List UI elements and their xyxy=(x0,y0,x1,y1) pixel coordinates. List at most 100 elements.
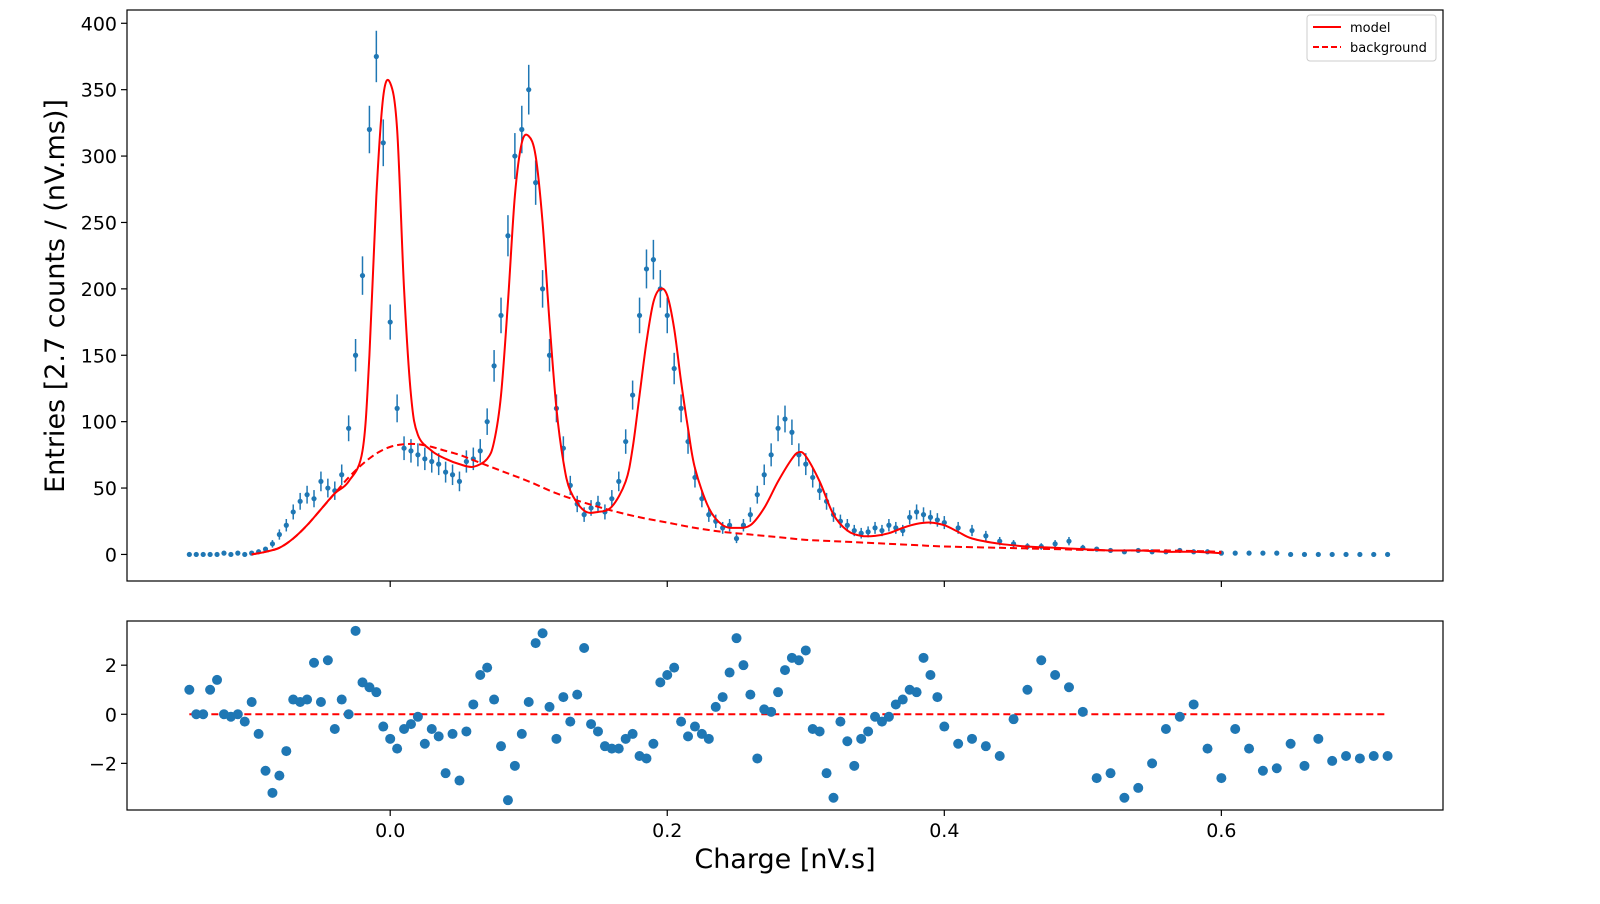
residual-point xyxy=(1160,724,1171,734)
data-point xyxy=(1288,551,1294,558)
residual-point xyxy=(731,633,742,644)
background-curve xyxy=(251,442,1222,556)
data-point xyxy=(463,458,469,465)
residual-point xyxy=(967,733,978,744)
residual-point xyxy=(1244,743,1255,754)
data-point xyxy=(650,257,657,263)
data-point xyxy=(630,392,636,398)
main-ytick-label: 300 xyxy=(81,146,117,168)
data-point xyxy=(983,533,989,539)
residual-point xyxy=(329,724,340,734)
residual-point xyxy=(516,728,527,739)
residual-point xyxy=(1133,782,1144,793)
residual-xtick-label: 0.2 xyxy=(652,820,682,842)
residual-point xyxy=(1257,765,1268,776)
main-ytick-label: 250 xyxy=(81,212,117,234)
data-point xyxy=(851,527,857,534)
residual-point xyxy=(655,677,666,688)
data-point xyxy=(304,492,310,498)
data-point xyxy=(671,365,677,372)
residual-frame xyxy=(126,620,1444,811)
data-point xyxy=(1260,550,1266,556)
residual-point xyxy=(1271,763,1282,774)
residual-point xyxy=(191,709,202,720)
data-point xyxy=(1246,550,1252,556)
residual-point xyxy=(489,694,500,705)
residual-point xyxy=(918,652,929,663)
residual-point xyxy=(1147,758,1158,769)
main-plot-area xyxy=(127,10,1443,581)
data-point xyxy=(817,488,823,494)
residual-point xyxy=(842,736,853,747)
data-point xyxy=(844,522,850,528)
main-ytick-label: 200 xyxy=(81,279,117,301)
residual-point xyxy=(433,731,444,742)
residual-point xyxy=(1216,773,1227,784)
residual-point xyxy=(780,665,790,676)
residual-point xyxy=(198,709,209,720)
data-point xyxy=(1343,551,1349,558)
data-point xyxy=(352,352,359,358)
data-point xyxy=(318,478,324,485)
residual-point xyxy=(558,692,569,703)
residual-point xyxy=(371,687,382,698)
data-point xyxy=(920,512,927,518)
data-point xyxy=(623,438,629,445)
residual-point xyxy=(253,728,264,739)
data-point xyxy=(228,551,234,558)
residual-point xyxy=(800,645,811,656)
residual-point xyxy=(911,687,922,698)
residual-point xyxy=(322,655,333,666)
data-point xyxy=(276,531,282,538)
residual-point xyxy=(309,657,320,668)
data-point xyxy=(803,461,809,467)
residual-point xyxy=(620,733,631,744)
data-point xyxy=(927,514,934,520)
residual-point xyxy=(530,638,541,649)
data-point xyxy=(443,469,449,475)
residual-x-ticks: 0.0 0.2 0.4 0.6 xyxy=(375,810,1236,842)
residual-point xyxy=(357,677,368,688)
residual-point xyxy=(544,701,555,712)
data-point xyxy=(526,87,532,93)
data-point xyxy=(733,535,740,542)
data-point xyxy=(636,312,643,319)
residual-point xyxy=(696,728,707,739)
residual-point xyxy=(565,716,576,727)
residual-point xyxy=(606,743,617,754)
data-point xyxy=(449,472,456,478)
residual-point xyxy=(523,697,534,707)
data-point xyxy=(269,541,276,547)
data-point xyxy=(498,312,504,319)
main-ytick-label: 0 xyxy=(105,544,117,566)
main-ytick-label: 350 xyxy=(81,80,117,102)
residual-point xyxy=(315,697,326,707)
data-point xyxy=(1329,551,1335,558)
data-point xyxy=(588,505,594,511)
residual-point xyxy=(426,724,437,734)
data-point xyxy=(484,419,490,425)
residual-point xyxy=(1022,684,1033,695)
residual-point xyxy=(440,768,451,779)
residual-point xyxy=(980,741,991,752)
data-point xyxy=(429,458,435,465)
main-ytick-label: 50 xyxy=(93,478,117,500)
residual-point xyxy=(212,674,223,685)
residual-point xyxy=(1354,753,1365,764)
legend: model background xyxy=(1306,14,1437,62)
data-point xyxy=(1315,551,1321,558)
residual-point xyxy=(232,709,243,720)
main-ylabel: Entries [2.7 counts / (nV.ms)] xyxy=(40,99,71,493)
residual-point xyxy=(738,660,749,671)
residual-point xyxy=(793,655,804,666)
residual-point xyxy=(897,694,908,705)
residual-point xyxy=(281,746,292,757)
data-point xyxy=(491,363,497,369)
residual-point xyxy=(1091,773,1102,784)
residual-point xyxy=(1188,699,1199,710)
residual-point xyxy=(184,684,195,695)
residual-point xyxy=(1230,724,1241,734)
residual-point xyxy=(392,743,403,754)
residual-point xyxy=(683,731,694,742)
data-point xyxy=(214,551,220,558)
